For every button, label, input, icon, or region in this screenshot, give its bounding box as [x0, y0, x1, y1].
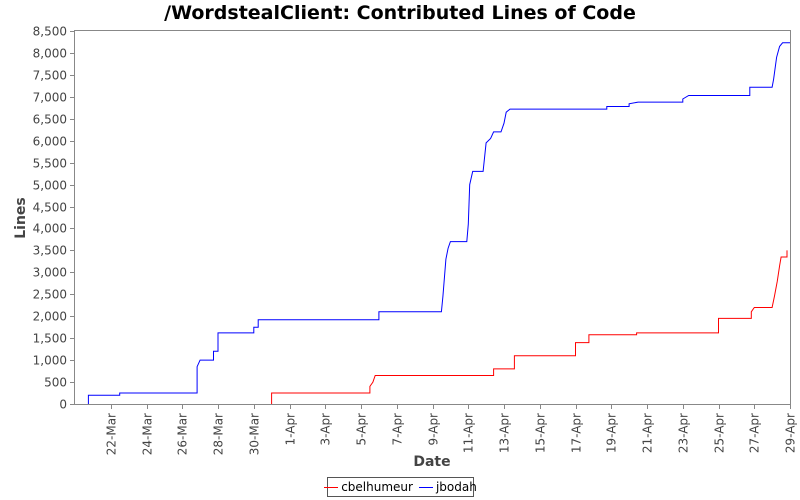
x-tick-label: 17-Apr: [570, 413, 584, 453]
x-tick-label: 23-Apr: [677, 413, 691, 453]
legend-swatch-jbodah: [418, 486, 433, 488]
series-layer: [87, 42, 790, 404]
x-tick-label: 26-Mar: [176, 413, 190, 455]
x-tick-label: 24-Mar: [141, 413, 155, 455]
y-axis: 0 500 1,000 1,500 2,000 2,500 3,000 3,500 4,000 4…: [33, 25, 75, 412]
legend-swatch-cbelhumeur: [324, 486, 339, 488]
y-tick-label: 0: [59, 398, 67, 412]
y-tick-label: 2,500: [33, 288, 67, 302]
y-tick-label: 2,000: [33, 310, 67, 324]
x-tick-label: 3-Apr: [319, 413, 333, 446]
plot-area: [74, 30, 791, 405]
series-line-jbodah: [87, 42, 790, 404]
y-tick-label: 5,500: [33, 157, 67, 171]
y-tick-label: 1,000: [33, 354, 67, 368]
y-tick-label: 3,000: [33, 266, 67, 280]
x-tick-label: 9-Apr: [427, 413, 441, 446]
x-tick-label: 22-Mar: [105, 413, 119, 455]
legend-label-jbodah: jbodah: [435, 480, 477, 494]
x-tick-label: 1-Apr: [284, 413, 298, 446]
x-tick-label: 30-Mar: [248, 413, 262, 455]
y-axis-title: Lines: [13, 197, 29, 239]
y-tick-label: 7,500: [33, 69, 67, 83]
x-tick-label: 7-Apr: [391, 413, 405, 446]
x-tick-label: 27-Apr: [748, 413, 762, 453]
series-line-cbelhumeur: [271, 250, 788, 404]
y-tick-label: 8,500: [33, 25, 67, 39]
legend-label-cbelhumeur: cbelhumeur: [341, 480, 413, 494]
x-tick-label: 5-Apr: [355, 413, 369, 446]
x-axis: 22-Mar 24-Mar 26-Mar 28-Mar 30-Mar 1-Apr 3-Apr…: [105, 404, 798, 455]
legend: cbelhumeur jbodah: [324, 477, 477, 497]
y-tick-label: 5,000: [33, 179, 67, 193]
y-tick-label: 7,000: [33, 91, 67, 105]
chart-title: /WordstealClient: Contributed Lines of C…: [164, 2, 636, 24]
x-tick-label: 13-Apr: [498, 413, 512, 453]
y-tick-label: 4,500: [33, 201, 67, 215]
y-tick-label: 6,000: [33, 135, 67, 149]
x-tick-label: 25-Apr: [713, 413, 727, 453]
y-tick-label: 3,500: [33, 244, 67, 258]
x-tick-label: 29-Apr: [784, 413, 798, 453]
y-tick-label: 4,000: [33, 222, 67, 236]
y-tick-label: 500: [44, 376, 67, 390]
x-tick-label: 28-Mar: [212, 413, 226, 455]
x-axis-title: Date: [413, 454, 450, 470]
x-tick-label: 15-Apr: [534, 413, 548, 453]
x-tick-label: 19-Apr: [605, 413, 619, 453]
legend-item-cbelhumeur: cbelhumeur: [324, 480, 413, 494]
x-tick-label: 21-Apr: [641, 413, 655, 453]
y-tick-label: 6,500: [33, 113, 67, 127]
x-tick-label: 11-Apr: [462, 413, 476, 453]
y-tick-label: 8,000: [33, 47, 67, 61]
legend-item-jbodah: jbodah: [418, 480, 477, 494]
y-tick-label: 1,500: [33, 332, 67, 346]
